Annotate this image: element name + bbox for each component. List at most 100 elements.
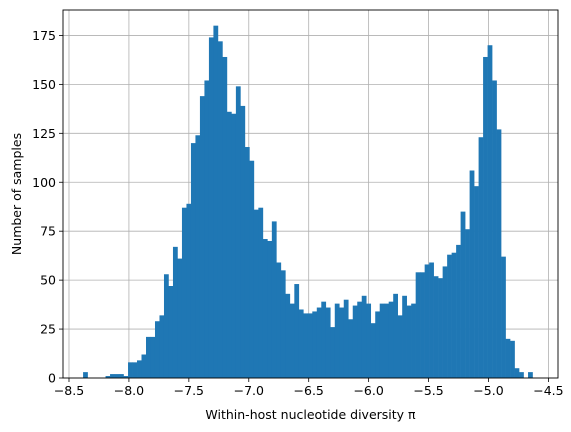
- histogram-bar: [420, 272, 425, 378]
- histogram-bar: [123, 376, 129, 378]
- histogram-bar: [510, 340, 515, 378]
- histogram-bar: [150, 336, 156, 378]
- histogram-bar: [496, 129, 502, 378]
- histogram-bar: [348, 319, 354, 378]
- y-tick-label: 25: [40, 322, 56, 337]
- histogram-bar: [119, 374, 124, 378]
- histogram-bar: [204, 80, 210, 379]
- histogram-bar: [492, 80, 497, 379]
- histogram-bar: [154, 321, 160, 378]
- histogram-bar: [519, 372, 524, 378]
- histogram-bar: [294, 284, 300, 378]
- histogram-bar: [528, 372, 533, 378]
- histogram-bar: [330, 327, 336, 378]
- x-tick-label: −6.0: [353, 383, 383, 398]
- histogram-bar: [415, 272, 421, 378]
- histogram-bar: [424, 264, 430, 378]
- histogram-bar: [384, 303, 390, 378]
- histogram-bar: [159, 315, 165, 378]
- histogram-bar: [321, 301, 327, 378]
- histogram-bar: [285, 293, 291, 378]
- histogram-bar: [474, 186, 479, 378]
- histogram-bar: [208, 37, 214, 378]
- histogram-bar: [505, 338, 511, 378]
- histogram-bar: [469, 170, 475, 378]
- histogram-bar: [141, 354, 147, 378]
- histogram-bar: [487, 45, 493, 379]
- histogram-bar: [172, 246, 178, 378]
- y-axis-label: Number of samples: [9, 133, 24, 255]
- histogram-bar: [460, 211, 466, 378]
- histogram-bar: [343, 299, 349, 378]
- histogram-bar: [240, 105, 246, 379]
- histogram-bar: [375, 311, 381, 378]
- histogram-bar: [271, 221, 277, 378]
- histogram-bar: [235, 86, 241, 378]
- x-tick-label: −7.5: [174, 383, 204, 398]
- histogram-bar: [316, 307, 322, 378]
- y-tick-label: 100: [32, 175, 56, 190]
- y-tick-label: 125: [32, 126, 56, 141]
- y-tick-label: 50: [40, 273, 56, 288]
- histogram-bar: [132, 362, 138, 378]
- histogram-bar: [406, 305, 412, 378]
- histogram-bar: [334, 303, 340, 378]
- histogram-bar: [137, 360, 142, 378]
- histogram-bar: [145, 336, 151, 378]
- histogram-bar: [110, 374, 115, 378]
- histogram-bar: [307, 313, 313, 378]
- plot-frame: [62, 9, 559, 379]
- histogram-bar: [465, 229, 470, 378]
- histogram-bars: [83, 25, 533, 379]
- x-tick-label: −8.5: [54, 383, 84, 398]
- x-tick-label: −6.5: [294, 383, 324, 398]
- x-tick-label: −7.0: [234, 383, 264, 398]
- x-tick-label: −4.5: [533, 383, 563, 398]
- histogram-bar: [379, 303, 385, 378]
- x-axis-label: Within-host nucleotide diversity π: [205, 407, 416, 422]
- histogram-bar: [181, 207, 187, 378]
- histogram-bar: [411, 303, 416, 378]
- histogram-bar: [298, 309, 304, 378]
- histogram-bar: [514, 368, 520, 378]
- histogram-bar: [352, 305, 358, 378]
- histogram-bar: [226, 111, 232, 378]
- histogram-bar: [438, 278, 443, 378]
- histogram-bar: [186, 203, 192, 378]
- histogram-bar: [258, 207, 264, 378]
- histogram-bar: [168, 286, 174, 378]
- histogram-bar: [105, 376, 111, 378]
- histogram-bar: [402, 295, 407, 378]
- histogram-bar: [361, 295, 367, 378]
- histogram-bar: [442, 266, 448, 378]
- histogram-bar: [83, 372, 88, 378]
- histogram-bar: [433, 276, 439, 378]
- histogram-bar: [276, 262, 282, 378]
- y-axis-ticks: 0 25 50 75 100 125 150 175: [32, 28, 63, 386]
- histogram-bar: [213, 25, 219, 378]
- histogram-bar: [244, 147, 250, 378]
- histogram-bar: [303, 313, 309, 378]
- x-tick-label: −8.0: [114, 383, 144, 398]
- histogram-bar: [222, 56, 228, 378]
- histogram-bar: [267, 240, 273, 378]
- histogram-bar: [128, 362, 133, 378]
- histogram-bar: [357, 301, 363, 378]
- histogram-bar: [397, 315, 403, 378]
- histogram-bar: [478, 137, 484, 378]
- histogram-bar: [451, 252, 457, 378]
- histogram-bar: [253, 209, 259, 378]
- histogram-bar: [429, 262, 434, 378]
- histogram-bar: [114, 374, 120, 378]
- histogram-bar: [366, 303, 372, 378]
- histogram-bar: [339, 307, 345, 378]
- histogram-bar: [447, 254, 452, 378]
- histogram-bar: [325, 307, 331, 378]
- histogram-bar: [217, 41, 223, 378]
- x-axis-ticks: −8.5 −8.0 −7.5 −7.0 −6.5 −6.0 −5.5 −5.0 −4.5: [54, 378, 564, 398]
- x-tick-label: −5.5: [413, 383, 443, 398]
- histogram-bar: [393, 293, 398, 378]
- histogram-bar: [231, 113, 237, 378]
- histogram-bar: [483, 56, 488, 378]
